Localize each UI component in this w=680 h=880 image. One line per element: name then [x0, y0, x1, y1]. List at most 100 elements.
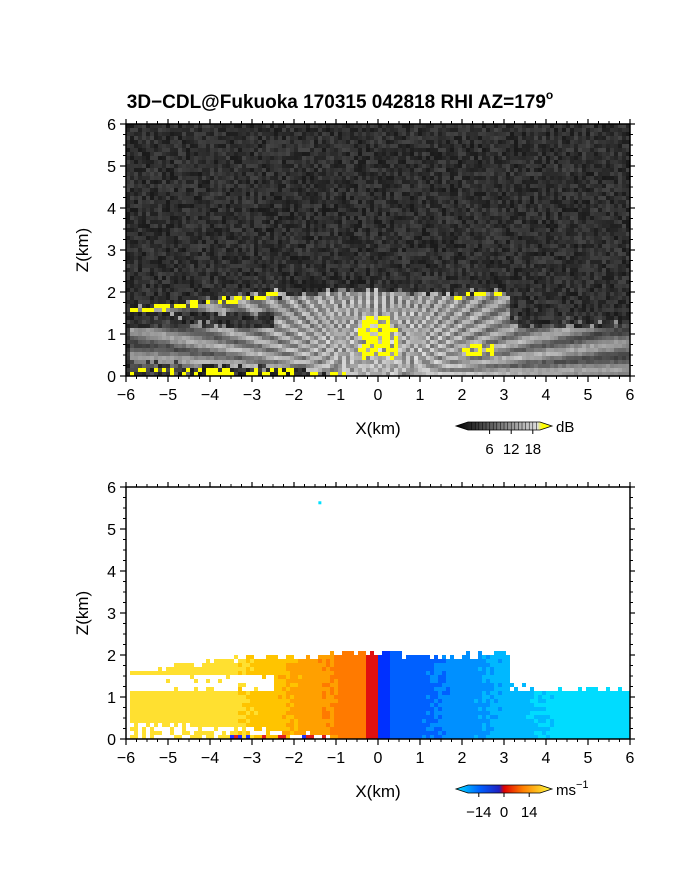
noise-cell: [246, 152, 250, 156]
noise-cell: [394, 224, 398, 228]
noise-cell: [522, 220, 526, 224]
noise-cell: [334, 196, 338, 200]
noise-cell: [470, 144, 474, 148]
noise-cell: [486, 128, 490, 132]
noise-cell: [474, 160, 478, 164]
noise-cell: [478, 180, 482, 184]
noise-cell: [478, 192, 482, 196]
noise-cell: [226, 200, 230, 204]
noise-cell: [306, 200, 310, 204]
noise-cell: [426, 192, 430, 196]
noise-cell: [462, 252, 466, 256]
noise-cell: [194, 248, 198, 252]
noise-cell: [246, 208, 250, 212]
noise-cell: [614, 124, 618, 128]
noise-cell: [382, 136, 386, 140]
noise-cell: [274, 232, 278, 236]
noise-cell: [334, 276, 338, 280]
noise-cell: [586, 224, 590, 228]
noise-cell: [442, 224, 446, 228]
noise-cell: [202, 144, 206, 148]
noise-cell: [194, 264, 198, 268]
noise-cell: [394, 252, 398, 256]
noise-cell: [510, 192, 514, 196]
noise-cell: [402, 200, 406, 204]
noise-cell: [226, 192, 230, 196]
noise-cell: [142, 208, 146, 212]
noise-cell: [298, 184, 302, 188]
noise-cell: [334, 248, 338, 252]
noise-cell: [170, 180, 174, 184]
noise-cell: [470, 208, 474, 212]
noise-cell: [506, 160, 510, 164]
noise-cell: [558, 208, 562, 212]
noise-cell: [142, 276, 146, 280]
noise-cell: [326, 196, 330, 200]
noise-cell: [618, 128, 622, 132]
noise-cell: [370, 140, 374, 144]
noise-cell: [178, 236, 182, 240]
noise-cell: [494, 264, 498, 268]
noise-cell: [598, 128, 602, 132]
noise-cell: [166, 220, 170, 224]
noise-cell: [162, 128, 166, 132]
noise-cell: [526, 220, 530, 224]
noise-cell: [330, 196, 334, 200]
noise-cell: [502, 168, 506, 172]
noise-cell: [202, 148, 206, 152]
noise-cell: [374, 216, 378, 220]
noise-cell: [514, 256, 518, 260]
noise-cell: [194, 236, 198, 240]
noise-cell: [554, 196, 558, 200]
noise-cell: [358, 260, 362, 264]
noise-cell: [206, 192, 210, 196]
noise-cell: [462, 228, 466, 232]
noise-cell: [426, 180, 430, 184]
noise-cell: [422, 256, 426, 260]
noise-cell: [550, 268, 554, 272]
noise-cell: [310, 124, 314, 128]
noise-cell: [178, 140, 182, 144]
noise-cell: [554, 148, 558, 152]
noise-cell: [326, 184, 330, 188]
noise-cell: [534, 276, 538, 280]
noise-cell: [474, 144, 478, 148]
noise-cell: [254, 136, 258, 140]
noise-cell: [250, 240, 254, 244]
noise-cell: [322, 240, 326, 244]
noise-cell: [378, 236, 382, 240]
noise-cell: [450, 228, 454, 232]
noise-cell: [618, 160, 622, 164]
noise-cell: [510, 160, 514, 164]
noise-cell: [586, 208, 590, 212]
noise-cell: [582, 188, 586, 192]
noise-cell: [214, 128, 218, 132]
noise-cell: [482, 128, 486, 132]
noise-cell: [446, 236, 450, 240]
noise-cell: [214, 152, 218, 156]
noise-cell: [398, 128, 402, 132]
noise-cell: [154, 144, 158, 148]
noise-cell: [266, 212, 270, 216]
noise-cell: [282, 164, 286, 168]
noise-cell: [462, 152, 466, 156]
noise-cell: [614, 276, 618, 280]
noise-cell: [454, 172, 458, 176]
noise-cell: [334, 168, 338, 172]
noise-cell: [290, 192, 294, 196]
noise-cell: [554, 228, 558, 232]
noise-cell: [446, 152, 450, 156]
noise-cell: [322, 164, 326, 168]
noise-cell: [506, 124, 510, 128]
noise-cell: [358, 272, 362, 276]
noise-cell: [338, 180, 342, 184]
noise-cell: [406, 124, 410, 128]
noise-cell: [410, 192, 414, 196]
noise-cell: [238, 224, 242, 228]
noise-cell: [566, 140, 570, 144]
noise-cell: [530, 148, 534, 152]
noise-cell: [178, 224, 182, 228]
noise-cell: [290, 244, 294, 248]
noise-cell: [182, 260, 186, 264]
noise-cell: [426, 176, 430, 180]
